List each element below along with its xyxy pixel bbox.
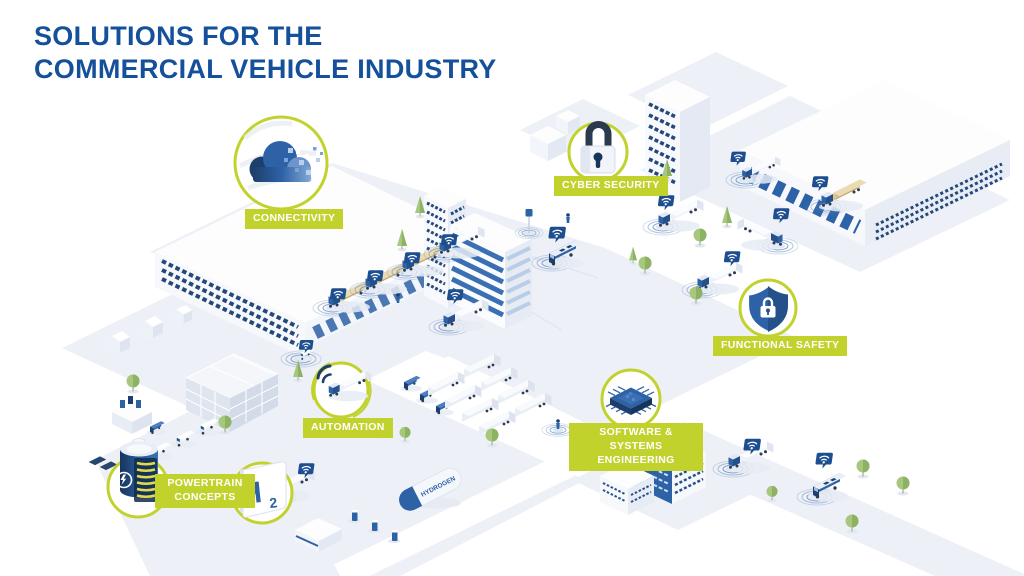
powertrain-label-line-1: POWERTRAIN (167, 477, 243, 489)
software-label-line-2: ENGINEERING (597, 453, 675, 466)
connectivity-label: CONNECTIVITY (245, 209, 344, 229)
assembly-machine (112, 396, 166, 436)
title-line-2: COMMERCIAL VEHICLE INDUSTRY (34, 53, 497, 84)
padlock-icon (580, 121, 616, 174)
microchip-icon (605, 386, 657, 415)
h2-subscript: 2 (269, 494, 279, 511)
battery-icon (115, 438, 158, 502)
pallet-racks (184, 353, 280, 432)
page-title: SOLUTIONS FOR THE COMMERCIAL VEHICLE IND… (34, 20, 497, 86)
shield-lock-icon (746, 284, 790, 334)
cyber-security-callout (567, 121, 629, 183)
software-systems-label: SOFTWARE & SYSTEMS ENGINEERING (569, 423, 703, 471)
powertrain-concepts-label: POWERTRAIN CONCEPTS (155, 474, 255, 508)
connectivity-callout (233, 115, 329, 211)
small-buildings (530, 110, 580, 161)
fuel-pumps (348, 510, 400, 543)
software-systems-callout (600, 368, 662, 430)
cloud-icon (249, 141, 323, 182)
powertrain-label-line-2: CONCEPTS (174, 490, 236, 503)
hydrogen-station: HYDROGEN (295, 467, 462, 552)
functional-safety-callout (738, 278, 798, 338)
title-line-1: SOLUTIONS FOR THE (34, 21, 323, 51)
cyber-security-label: CYBER SECURITY (554, 176, 668, 196)
autonomous-truck-icon (316, 364, 372, 402)
automation-callout (311, 361, 372, 419)
highrise-building (645, 80, 710, 202)
automation-label: AUTOMATION (303, 418, 393, 438)
powertrain-callout (106, 438, 170, 519)
functional-safety-label: FUNCTIONAL SAFETY (713, 336, 848, 356)
software-label-line-1: SOFTWARE & SYSTEMS (599, 426, 673, 452)
